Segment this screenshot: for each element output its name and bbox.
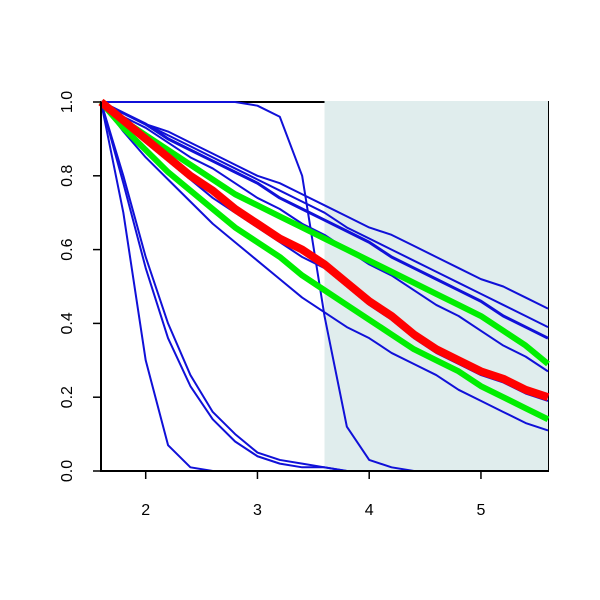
x-tick-label: 2 bbox=[141, 502, 150, 519]
y-tick-label: 1.0 bbox=[59, 91, 76, 113]
y-tick-label: 0.6 bbox=[59, 238, 76, 260]
y-tick-label: 0.8 bbox=[59, 165, 76, 187]
x-tick-label: 5 bbox=[476, 502, 485, 519]
series-line bbox=[100, 101, 549, 328]
series-line bbox=[99, 99, 550, 367]
y-tick-label: 0.2 bbox=[59, 386, 76, 408]
series-line bbox=[98, 98, 550, 401]
x-tick-label: 4 bbox=[365, 502, 374, 519]
series-line bbox=[100, 101, 549, 373]
series-line bbox=[100, 100, 549, 340]
x-tick-label: 3 bbox=[253, 502, 262, 519]
series-line bbox=[100, 101, 549, 432]
highlight-region bbox=[324, 101, 548, 471]
series-line bbox=[98, 100, 550, 423]
series-line bbox=[100, 101, 549, 310]
y-tick-label: 0.4 bbox=[59, 312, 76, 334]
y-tick-label: 0.0 bbox=[59, 460, 76, 482]
